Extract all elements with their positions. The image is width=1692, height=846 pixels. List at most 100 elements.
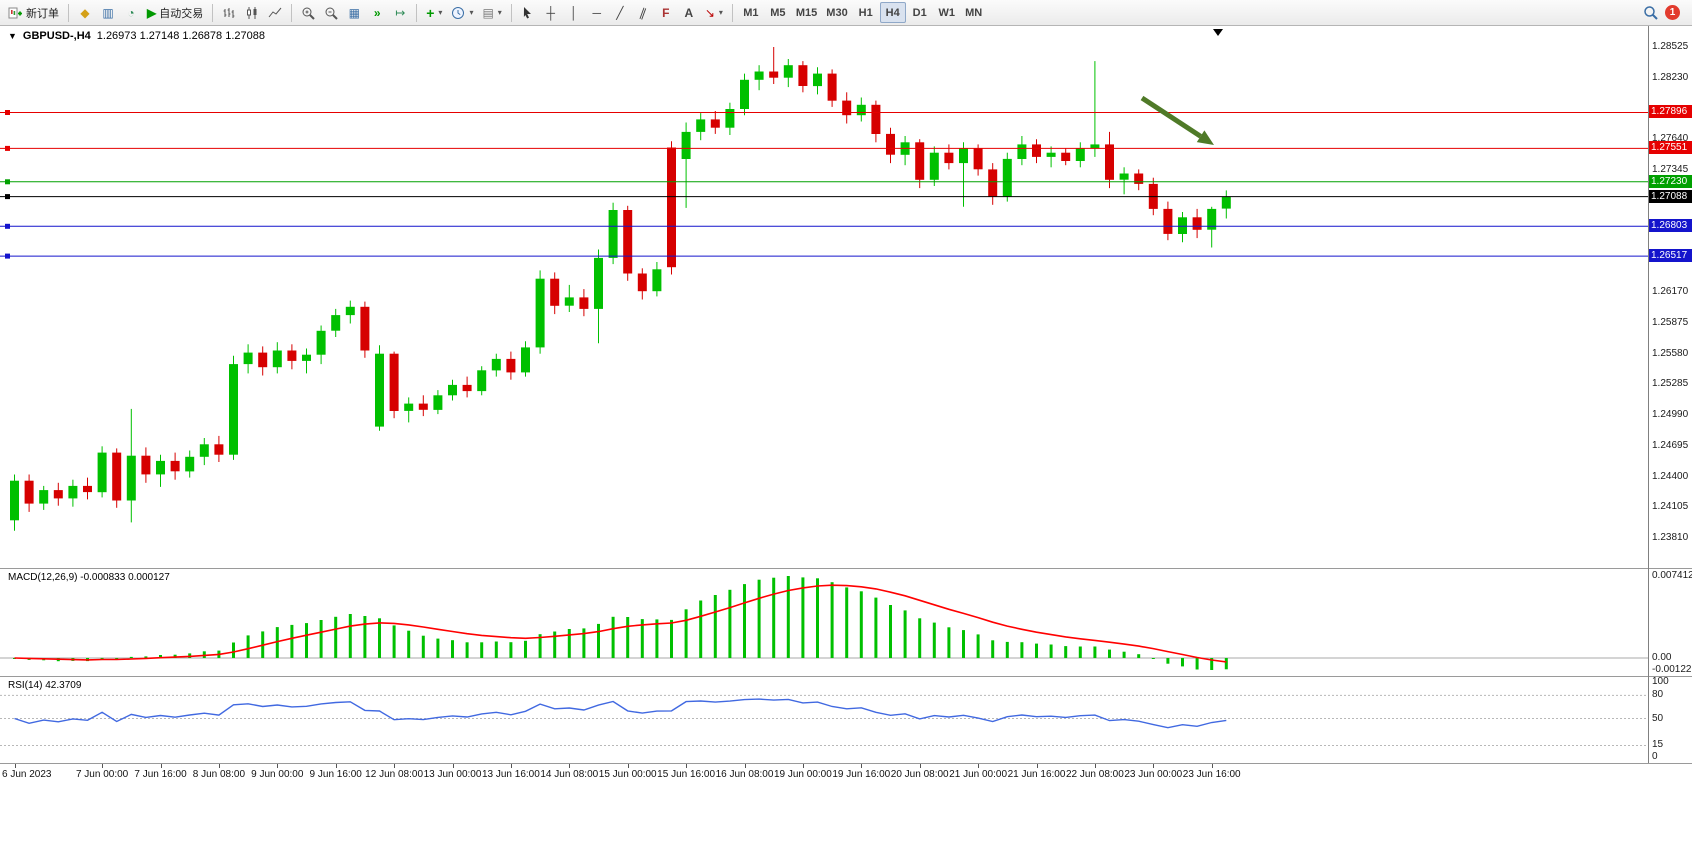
time-axis-label: 21 Jun 16:00 xyxy=(1007,769,1066,780)
chart-shift-marker[interactable] xyxy=(1213,29,1223,36)
macd-histogram-bar xyxy=(275,627,279,658)
fibonacci-button[interactable]: F xyxy=(655,2,677,23)
auto-scroll-button[interactable]: » xyxy=(366,2,388,23)
rsi-value: 42.3709 xyxy=(45,680,82,691)
pane-separator xyxy=(0,763,1692,764)
rsi-panel[interactable] xyxy=(0,676,1692,763)
time-axis[interactable]: 6 Jun 2023 7 Jun 00:00 7 Jun 16:00 8 Jun 08… xyxy=(0,764,1692,786)
candle-down xyxy=(360,306,370,351)
navigator-button[interactable]: ◔ xyxy=(120,2,142,23)
toolbar-separator xyxy=(731,3,733,22)
new-order-button[interactable]: 新订单 xyxy=(4,2,63,23)
time-axis-label: 9 Jun 00:00 xyxy=(251,769,304,780)
chart-line-button[interactable] xyxy=(264,2,286,23)
price-axis-tick: 1.25285 xyxy=(1652,378,1689,390)
chevron-down-icon: ▾ xyxy=(718,8,723,17)
trend-arrow-line[interactable] xyxy=(1140,95,1202,139)
ohlc-values: 1.26973 1.27148 1.26878 1.27088 xyxy=(96,30,265,42)
timeframe-button-m30[interactable]: M30 xyxy=(822,2,851,23)
chart-bars-button[interactable] xyxy=(218,2,240,23)
template-icon: ▤ xyxy=(482,5,494,20)
price-axis-tick: 1.24990 xyxy=(1652,409,1689,421)
timeframe-button-d1[interactable]: D1 xyxy=(907,2,933,23)
macd-histogram-bar xyxy=(1224,658,1228,670)
candle-down xyxy=(798,65,808,86)
chart-shift-icon: ↦ xyxy=(395,5,406,20)
vertical-line-button[interactable]: │ xyxy=(563,2,585,23)
macd-histogram-bar xyxy=(305,623,308,658)
candle-up xyxy=(448,384,457,396)
level-handle[interactable] xyxy=(5,223,10,229)
price-axis[interactable]: 1.28525 1.28230 1.27640 1.27345 1.26170 1.258… xyxy=(1649,26,1692,786)
timeframe-button-m5[interactable]: M5 xyxy=(765,2,791,23)
candle-down xyxy=(550,278,560,306)
macd-panel[interactable] xyxy=(0,568,1692,676)
periods-button[interactable]: ▾ xyxy=(447,2,477,23)
level-handle[interactable] xyxy=(5,110,10,115)
trendline-button[interactable]: ╱ xyxy=(609,2,631,23)
tile-windows-button[interactable]: ▦ xyxy=(343,2,365,23)
arrows-tool-button[interactable]: ↘ ▾ xyxy=(701,2,727,23)
cursor-button[interactable] xyxy=(517,2,539,23)
candle-down xyxy=(112,452,122,501)
channel-icon: ∥ xyxy=(637,4,649,21)
macd-histogram-bar xyxy=(670,619,673,658)
timeframe-button-mn[interactable]: MN xyxy=(961,2,987,23)
candle-down xyxy=(258,352,268,368)
autotrading-button[interactable]: ▶ 自动交易 xyxy=(143,2,207,23)
metaeditor-button[interactable]: ◆ xyxy=(74,2,96,23)
pane-separator[interactable] xyxy=(0,676,1692,677)
timeframe-button-m1[interactable]: M1 xyxy=(738,2,764,23)
macd-histogram-bar xyxy=(801,577,805,658)
crosshair-button[interactable]: ┼ xyxy=(540,2,562,23)
zoom-in-icon xyxy=(302,7,315,20)
time-axis-label: 22 Jun 08:00 xyxy=(1065,769,1124,780)
macd-histogram-bar xyxy=(611,616,615,658)
templates-button[interactable]: ▤ ▾ xyxy=(478,2,505,23)
price-axis-tick: 1.24105 xyxy=(1652,501,1689,513)
one-click-trading-arrow[interactable]: ▼ xyxy=(8,31,17,41)
channel-button[interactable]: ∥ xyxy=(632,2,654,23)
trend-arrow-head[interactable] xyxy=(1196,130,1214,145)
indicators-button[interactable]: + ▾ xyxy=(422,2,446,23)
macd-histogram-bar xyxy=(246,635,250,658)
candle-down xyxy=(623,210,633,274)
current-price-badge: 1.27088 xyxy=(1649,189,1692,203)
time-axis-label: 12 Jun 08:00 xyxy=(365,769,423,780)
timeframe-button-w1[interactable]: W1 xyxy=(934,2,960,23)
notification-badge[interactable]: 1 xyxy=(1665,5,1680,20)
candle-up xyxy=(10,480,19,521)
candle-down xyxy=(944,152,954,164)
candle-up xyxy=(1178,217,1187,234)
macd-histogram-bar xyxy=(757,579,761,658)
text-tool-button[interactable]: A xyxy=(678,2,700,23)
market-watch-button[interactable]: ▥ xyxy=(97,2,119,23)
time-axis-label: 7 Jun 00:00 xyxy=(75,769,129,780)
level-handle[interactable] xyxy=(5,179,10,185)
level-handle[interactable] xyxy=(5,145,10,151)
level-handle[interactable] xyxy=(5,253,10,259)
zoom-in-button[interactable] xyxy=(297,2,319,23)
macd-histogram-bar xyxy=(932,622,936,658)
macd-histogram-bar xyxy=(991,640,995,658)
auto-scroll-icon: » xyxy=(373,5,381,20)
rsi-axis-tick: 15 xyxy=(1652,739,1664,751)
search-button[interactable] xyxy=(1639,2,1662,23)
candle-up xyxy=(754,71,764,80)
chart-candles-button[interactable] xyxy=(241,2,263,23)
timeframe-button-m15[interactable]: M15 xyxy=(792,2,821,23)
horizontal-line-button[interactable]: ─ xyxy=(586,2,608,23)
price-chart[interactable] xyxy=(0,26,1692,568)
time-axis-tick xyxy=(1211,764,1213,768)
chart-shift-button[interactable]: ↦ xyxy=(389,2,411,23)
macd-histogram-bar xyxy=(567,629,571,658)
level-handle[interactable] xyxy=(5,194,10,200)
navigator-icon: ◔ xyxy=(127,5,135,20)
timeframe-button-h4[interactable]: H4 xyxy=(879,2,906,23)
candle-down xyxy=(667,147,676,268)
candle-up xyxy=(564,297,574,306)
zoom-out-button[interactable] xyxy=(320,2,342,23)
time-axis-tick xyxy=(394,764,396,768)
timeframe-button-h1[interactable]: H1 xyxy=(853,2,879,23)
pane-separator[interactable] xyxy=(0,568,1692,569)
